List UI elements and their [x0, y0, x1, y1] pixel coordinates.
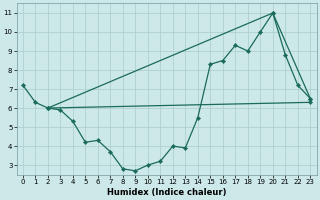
X-axis label: Humidex (Indice chaleur): Humidex (Indice chaleur): [107, 188, 226, 197]
